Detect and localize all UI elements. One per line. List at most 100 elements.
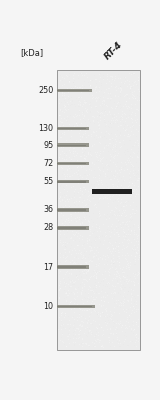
Point — [80, 89, 82, 95]
Point — [125, 235, 128, 241]
Point — [93, 295, 96, 302]
Point — [88, 261, 91, 268]
Point — [81, 219, 84, 225]
Point — [88, 102, 91, 108]
Point — [101, 269, 104, 276]
Point — [118, 291, 121, 297]
Point — [90, 256, 93, 262]
Point — [101, 282, 104, 288]
Point — [115, 324, 117, 330]
Point — [101, 148, 104, 154]
Point — [123, 159, 126, 165]
Point — [89, 82, 91, 88]
Point — [105, 290, 108, 297]
Point — [83, 183, 86, 190]
Point — [129, 168, 132, 174]
Point — [72, 78, 75, 85]
Point — [104, 94, 107, 100]
Point — [124, 252, 126, 259]
Point — [119, 187, 121, 194]
Point — [93, 200, 96, 207]
Point — [133, 279, 136, 286]
Point — [108, 162, 110, 169]
Point — [118, 114, 121, 121]
Point — [87, 101, 90, 108]
Point — [63, 295, 65, 301]
Point — [78, 321, 81, 327]
Point — [99, 166, 101, 173]
Point — [68, 70, 70, 77]
Point — [103, 133, 106, 140]
Point — [82, 214, 84, 221]
Point — [94, 307, 96, 314]
Point — [135, 334, 137, 341]
Point — [95, 288, 97, 295]
Point — [91, 268, 94, 274]
Point — [79, 116, 81, 122]
Point — [66, 188, 68, 194]
Point — [131, 70, 133, 76]
Text: 28: 28 — [43, 224, 53, 232]
Point — [134, 94, 136, 101]
Point — [97, 199, 99, 206]
Point — [95, 152, 97, 159]
Point — [94, 276, 97, 282]
Point — [80, 222, 83, 228]
Point — [79, 185, 81, 192]
Point — [90, 216, 93, 222]
Point — [78, 213, 80, 220]
Point — [84, 130, 86, 136]
Point — [125, 250, 128, 256]
Point — [134, 242, 136, 249]
Point — [137, 224, 139, 230]
Point — [116, 326, 119, 332]
Point — [68, 248, 70, 254]
Point — [99, 87, 102, 94]
Point — [80, 313, 83, 319]
Point — [122, 299, 125, 306]
Point — [97, 263, 100, 269]
Point — [136, 276, 139, 282]
Point — [89, 242, 92, 248]
Point — [137, 86, 140, 92]
Point — [88, 328, 90, 334]
Point — [103, 118, 106, 125]
Point — [97, 209, 100, 216]
Point — [94, 84, 96, 91]
Point — [61, 108, 64, 114]
Point — [135, 191, 137, 197]
Point — [58, 93, 61, 100]
Point — [116, 116, 119, 123]
Point — [124, 214, 126, 220]
Point — [129, 324, 132, 331]
Point — [100, 98, 103, 104]
Point — [109, 256, 112, 263]
Point — [130, 216, 133, 223]
Point — [71, 278, 74, 284]
Point — [64, 238, 67, 245]
Point — [128, 176, 130, 182]
Point — [126, 288, 129, 294]
Point — [90, 151, 93, 158]
Point — [110, 260, 112, 267]
Point — [122, 282, 125, 288]
Point — [129, 227, 132, 234]
Point — [94, 334, 96, 340]
Point — [78, 120, 80, 126]
Point — [81, 300, 84, 306]
Point — [127, 148, 130, 154]
Point — [61, 242, 63, 249]
Point — [129, 297, 132, 304]
Point — [113, 257, 115, 264]
Point — [86, 109, 88, 115]
Point — [123, 332, 126, 338]
Point — [105, 102, 107, 108]
Point — [63, 156, 65, 162]
Point — [108, 339, 110, 345]
Point — [71, 226, 74, 232]
Point — [104, 171, 106, 178]
Point — [134, 178, 136, 184]
Point — [83, 96, 86, 103]
Point — [117, 280, 120, 286]
Point — [134, 271, 136, 277]
